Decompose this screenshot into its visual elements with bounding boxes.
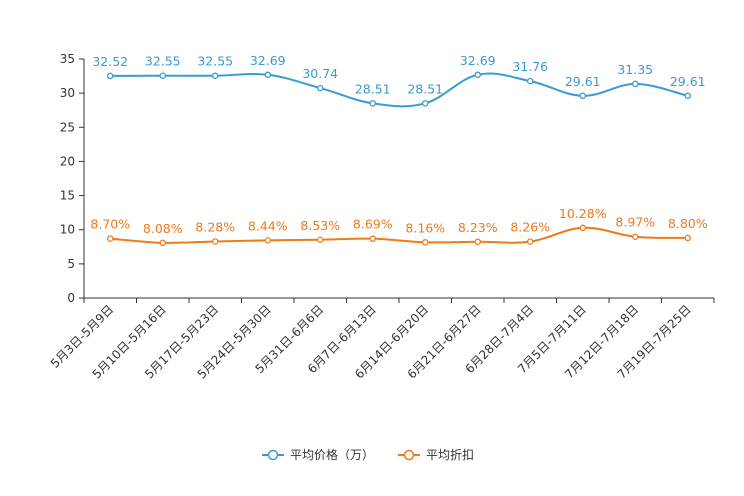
legend[interactable]: 平均价格（万） 平均折扣 [262, 447, 474, 462]
data-point [369, 235, 376, 242]
data-point [421, 100, 429, 107]
legend-label: 平均折扣 [426, 447, 474, 462]
data-label: 32.52 [92, 54, 128, 69]
data-point [474, 71, 481, 79]
data-label: 32.69 [460, 53, 496, 68]
data-point [107, 72, 114, 80]
data-point [632, 233, 639, 240]
data-label: 28.51 [407, 81, 443, 96]
y-tick-label: 10 [60, 223, 75, 237]
data-label: 8.97% [615, 215, 655, 230]
data-point [211, 72, 219, 79]
data-label: 29.61 [565, 74, 601, 89]
data-point [632, 80, 639, 88]
data-point [211, 238, 219, 245]
data-point [159, 72, 166, 79]
legend-label: 平均价格（万） [290, 447, 374, 462]
data-label: 8.16% [405, 220, 445, 235]
data-label: 31.35 [617, 62, 653, 77]
data-point [527, 77, 534, 85]
data-label: 8.08% [143, 221, 183, 236]
data-label: 32.55 [145, 54, 181, 69]
data-point [579, 92, 587, 100]
series-line-0 [110, 72, 688, 108]
data-point [684, 234, 692, 242]
data-label: 8.44% [248, 218, 288, 233]
data-label: 28.51 [355, 81, 391, 96]
data-label: 32.69 [250, 53, 286, 68]
data-point [369, 100, 376, 107]
data-label: 8.70% [90, 217, 130, 232]
data-point [421, 239, 429, 246]
data-point [264, 237, 271, 244]
y-tick-label: 25 [60, 120, 75, 134]
data-point [684, 92, 692, 100]
data-label: 32.55 [197, 54, 233, 69]
data-point [107, 235, 114, 242]
legend-marker [267, 449, 279, 461]
data-label: 8.69% [353, 217, 393, 232]
data-point [527, 238, 534, 245]
data-point [264, 71, 271, 79]
data-label: 8.80% [668, 216, 708, 231]
data-point [316, 236, 324, 244]
data-label: 8.53% [300, 218, 340, 233]
data-label: 8.26% [510, 220, 550, 235]
series-layer [107, 71, 692, 247]
legend-marker [403, 449, 415, 461]
y-tick-label: 35 [60, 52, 75, 66]
data-point [474, 238, 481, 246]
data-label: 10.28% [559, 206, 607, 221]
data-label: 8.23% [458, 220, 498, 235]
data-point [579, 224, 587, 232]
data-label: 29.61 [670, 74, 706, 89]
data-labels: 32.52 32.55 32.55 32.69 30.74 28.51 28.51 32.69… [90, 53, 707, 236]
y-tick-label: 20 [60, 154, 75, 168]
data-label: 8.28% [195, 219, 235, 234]
y-tick-label: 15 [60, 189, 75, 203]
y-tick-label: 30 [60, 86, 75, 100]
data-point [159, 239, 166, 247]
data-label: 30.74 [302, 66, 338, 81]
y-tick-label: 5 [67, 257, 75, 271]
data-point [316, 84, 324, 92]
series-line-1 [110, 226, 688, 244]
y-tick-label: 0 [67, 291, 75, 305]
legend-item-1[interactable]: 平均折扣 [398, 447, 474, 462]
legend-item-0[interactable]: 平均价格（万） [262, 447, 374, 462]
data-label: 31.76 [512, 59, 548, 74]
